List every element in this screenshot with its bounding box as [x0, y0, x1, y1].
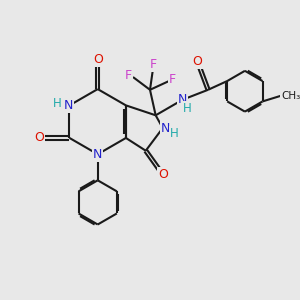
- Text: H: H: [170, 127, 179, 140]
- Text: O: O: [93, 53, 103, 66]
- Text: H: H: [53, 98, 62, 110]
- Text: O: O: [158, 168, 168, 181]
- Text: N: N: [93, 148, 102, 161]
- Text: N: N: [161, 122, 170, 134]
- Text: CH₃: CH₃: [281, 91, 300, 101]
- Text: H: H: [183, 102, 192, 115]
- Text: F: F: [149, 58, 156, 71]
- Text: O: O: [34, 131, 44, 145]
- Text: O: O: [192, 55, 202, 68]
- Text: N: N: [178, 93, 187, 106]
- Text: F: F: [169, 74, 176, 86]
- Text: N: N: [63, 99, 73, 112]
- Text: F: F: [125, 69, 132, 82]
